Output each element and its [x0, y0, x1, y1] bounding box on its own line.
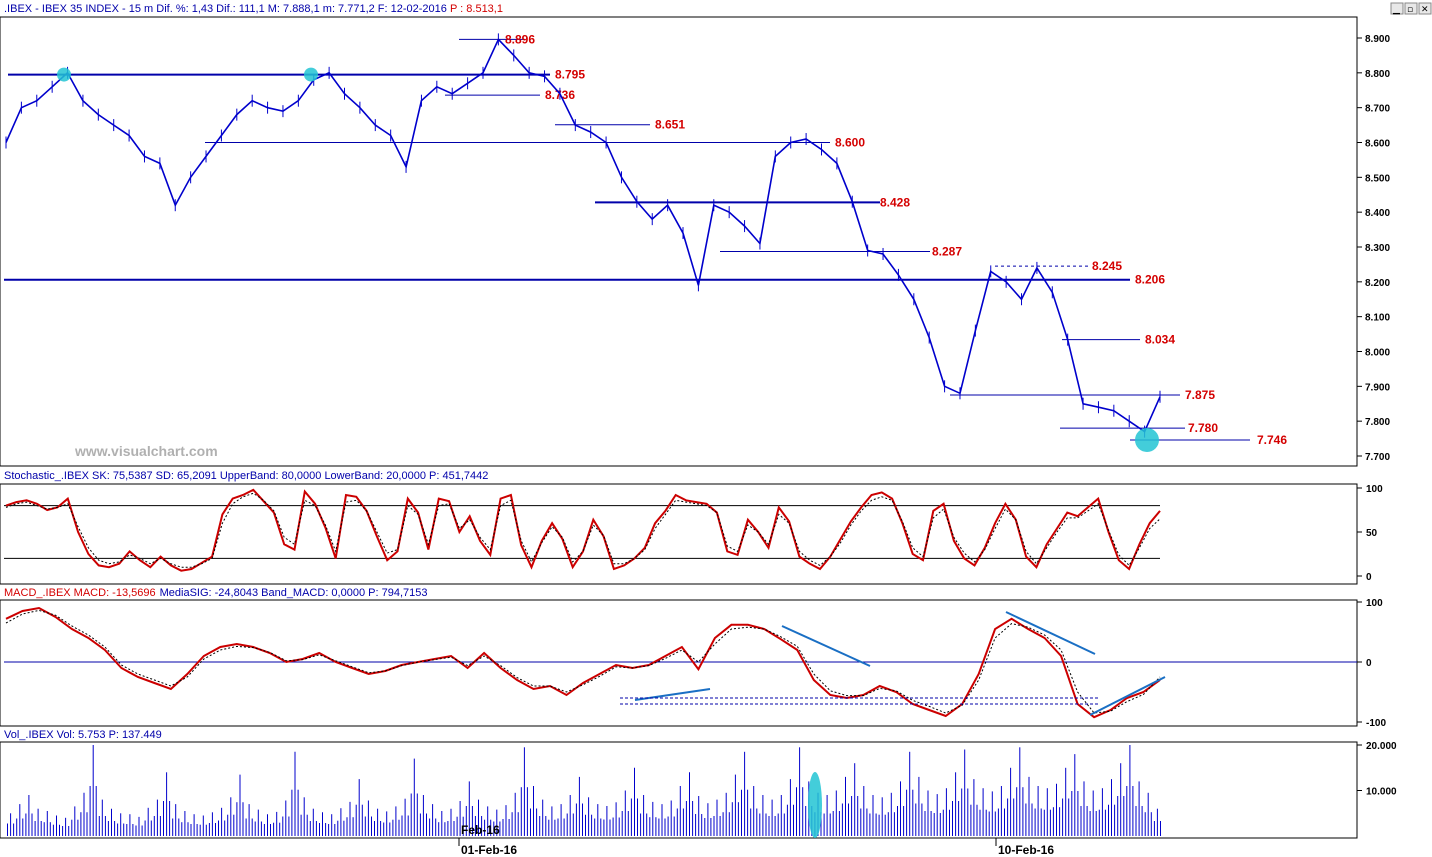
pivot-marker	[1135, 427, 1159, 452]
price-tick-label: 8.600	[1365, 139, 1390, 150]
restore-icon: ▫	[1407, 5, 1413, 15]
volume-axis: 20.000 10.000	[1357, 741, 1397, 798]
volume-highlight	[808, 772, 822, 838]
stochastic-panel[interactable]	[0, 483, 1358, 585]
pivot-marker	[304, 67, 318, 82]
close-icon: ✕	[1421, 5, 1429, 15]
minimize-button[interactable]	[1390, 2, 1404, 15]
price-tick-label: 8.300	[1365, 243, 1390, 254]
macd-trendline	[781, 625, 871, 667]
price-axis: 8.900 8.800 8.700 8.600 8.500 8.400 8.300 8.200…	[1357, 34, 1390, 463]
price-tick-label: 8.200	[1365, 278, 1390, 289]
level-label: 7.746	[1257, 433, 1287, 447]
macd-tick-label: 100	[1366, 598, 1383, 609]
restore-button[interactable]	[1404, 2, 1418, 15]
svg-text:.IBEX - IBEX 35 INDEX - 15 m: .IBEX - IBEX 35 INDEX - 15 m Dif. %: 1,4…	[4, 3, 503, 15]
macd-header-name: MACD_.IBEX MACD: -13,5696	[4, 587, 156, 599]
macd-axis: 100 0 -100	[1357, 598, 1386, 729]
macd-signal-line	[5, 609, 1161, 714]
price-line	[5, 38, 1161, 433]
level-label: 8.206	[1135, 273, 1165, 287]
stochastic-series	[4, 488, 1161, 572]
vol-tick-label: 20.000	[1366, 741, 1397, 752]
date-label-2: 10-Feb-16	[998, 843, 1054, 857]
inline-month-label: Feb-16	[461, 823, 500, 837]
support-resistance-levels: 8.8968.7958.7368.6518.6008.4288.2878.245…	[4, 32, 1287, 447]
date-label-1: 01-Feb-16	[461, 843, 517, 857]
timeframe: 15 m	[129, 3, 153, 15]
stoch-tick-label: 0	[1366, 572, 1372, 583]
volume-bars	[7, 745, 1161, 838]
price-tick-label: 8.000	[1365, 348, 1390, 359]
level-label: 8.245	[1092, 259, 1122, 273]
price-tick-label: 8.500	[1365, 173, 1390, 184]
level-label: 8.287	[932, 245, 962, 259]
level-label: 8.795	[555, 68, 585, 82]
stoch-tick-label: 100	[1366, 484, 1383, 495]
stoch-tick-label: 50	[1366, 528, 1378, 539]
volume-panel[interactable]	[0, 741, 1358, 839]
level-label: 7.875	[1185, 388, 1215, 402]
pivot-marker	[57, 67, 71, 82]
date-axis: 01-Feb-16 10-Feb-16 Feb-16	[458, 823, 1054, 857]
level-label: 7.780	[1188, 421, 1218, 435]
macd-header: MACD_.IBEX MACD: -13,5696 MediaSIG: -24,8…	[4, 587, 427, 599]
price-tick-label: 7.700	[1365, 452, 1390, 463]
macd-panel[interactable]	[0, 599, 1358, 727]
price-tick-label: 8.100	[1365, 313, 1390, 324]
macd-trendline	[1089, 676, 1166, 716]
price-tick-label: 8.900	[1365, 34, 1390, 45]
price-series	[5, 33, 1161, 438]
price-tick-label: 7.900	[1365, 382, 1390, 393]
price-tick-label: 7.800	[1365, 417, 1390, 428]
macd-tick-label: 0	[1366, 658, 1372, 669]
level-label: 8.600	[835, 136, 865, 150]
header-price: P : 8.513,1	[450, 3, 503, 15]
macd-tick-label: -100	[1366, 718, 1386, 729]
stochastic-axis: 100 50 0	[1357, 484, 1383, 583]
level-label: 8.034	[1145, 333, 1175, 347]
pivot-markers	[57, 67, 1159, 452]
price-panel[interactable]	[0, 16, 1358, 467]
header-stats: Dif. %: 1,43 Dif.: 111,1 M: 7.888,1 m: 7…	[156, 3, 447, 15]
price-tick-label: 8.700	[1365, 104, 1390, 115]
stoch-sd-line	[5, 492, 1161, 568]
price-tick-label: 8.400	[1365, 208, 1390, 219]
vol-tick-label: 10.000	[1366, 787, 1397, 798]
price-tick-label: 8.800	[1365, 69, 1390, 80]
symbol: .IBEX	[4, 3, 33, 15]
volume-header: Vol_.IBEX Vol: 5.753 P: 137.449	[4, 729, 162, 741]
macd-line	[5, 606, 1161, 719]
minimize-icon: ▁	[1392, 5, 1401, 15]
level-label: 8.651	[655, 118, 685, 132]
level-label: 8.428	[880, 195, 910, 209]
close-button[interactable]	[1418, 2, 1432, 15]
macd-series	[4, 606, 1357, 719]
macd-trendline	[1005, 611, 1096, 655]
level-label: 8.896	[505, 32, 535, 46]
price-header: .IBEX - IBEX 35 INDEX - 15 m Dif. %: 1,4…	[4, 3, 503, 15]
macd-header-values: MediaSIG: -24,8043 Band_MACD: 0,0000 P: …	[160, 587, 428, 599]
index-name: IBEX 35 INDEX	[42, 3, 120, 15]
stochastic-header: Stochastic_.IBEX SK: 75,5387 SD: 65,2091…	[4, 470, 488, 482]
price-panel-controls: ▁ ▫ ✕	[1390, 2, 1432, 15]
watermark: www.visualchart.com	[74, 443, 218, 459]
